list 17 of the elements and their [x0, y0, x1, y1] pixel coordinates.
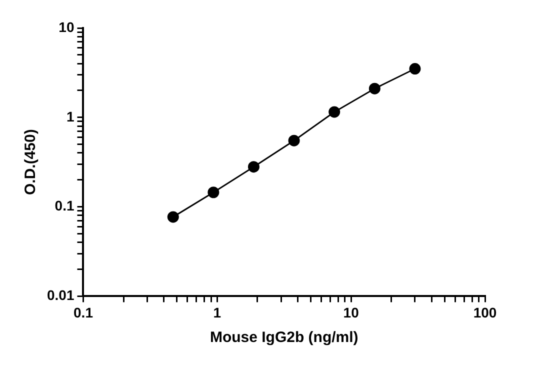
y-tick-label: 1 — [66, 108, 74, 124]
x-tick-label: 100 — [473, 304, 497, 320]
x-tick-label: 10 — [343, 304, 360, 320]
y-tick-label: 0.01 — [47, 287, 74, 304]
point — [288, 134, 300, 146]
x-tick-label: 0.1 — [74, 304, 94, 320]
y-axis-title: O.D.(450) — [22, 129, 40, 196]
point — [248, 161, 260, 173]
point — [328, 106, 340, 118]
point — [409, 63, 421, 75]
point — [208, 186, 220, 198]
x-tick-label: 1 — [213, 304, 222, 320]
point — [167, 211, 179, 223]
y-tick-label: 0.1 — [54, 198, 74, 214]
point — [368, 82, 380, 94]
x-axis-title: Mouse IgG2b (ng/ml) — [210, 329, 358, 346]
y-tick-label: 10 — [58, 18, 74, 35]
